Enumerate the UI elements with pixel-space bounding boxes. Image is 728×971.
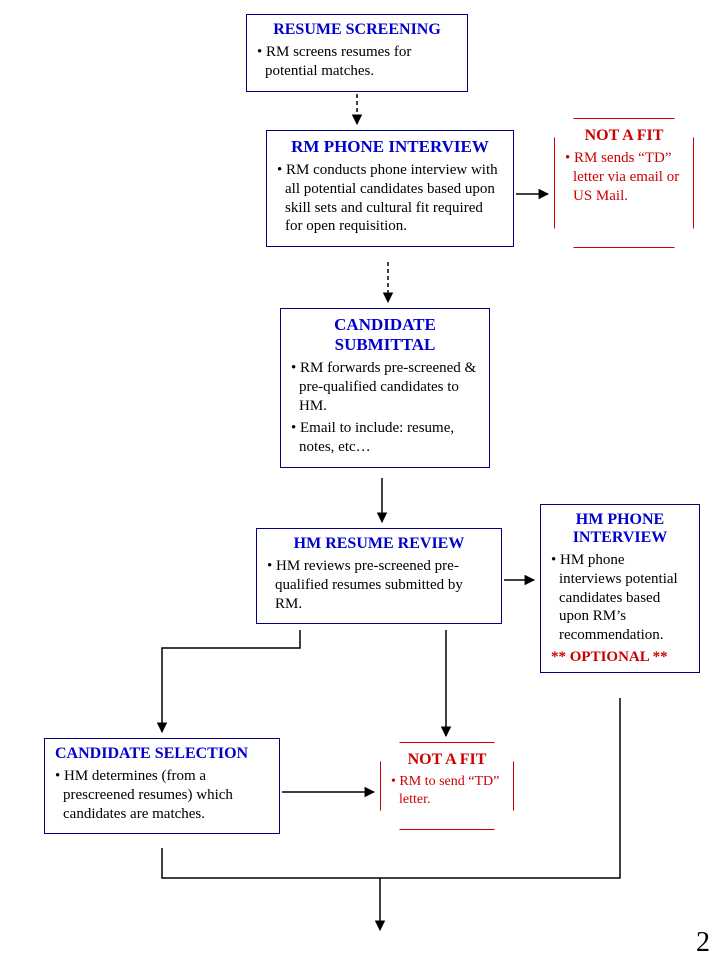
node-title: CANDIDATE SUBMITTAL	[291, 315, 479, 355]
node-resume-screening: RESUME SCREENING • RM screens resumes fo…	[246, 14, 468, 92]
node-candidate-submittal: CANDIDATE SUBMITTAL • RM forwards pre-sc…	[280, 308, 490, 468]
node-body: • HM phone interviews potential candidat…	[551, 551, 689, 645]
bullet-text: • Email to include: resume, notes, etc…	[291, 419, 479, 457]
reject-body: • RM to send “TD” letter.	[391, 773, 503, 808]
bullet-text: • HM determines (from a prescreened resu…	[55, 767, 269, 823]
node-title: RM PHONE INTERVIEW	[277, 137, 503, 157]
bullet-text: • HM reviews pre-screened pre-qualified …	[267, 557, 491, 613]
bullet-text: • RM forwards pre-screened & pre-qualifi…	[291, 359, 479, 415]
reject-title: NOT A FIT	[391, 751, 503, 769]
node-not-a-fit-2: NOT A FIT • RM to send “TD” letter.	[380, 742, 514, 830]
node-body: • HM reviews pre-screened pre-qualified …	[267, 557, 491, 613]
bullet-text: • RM to send “TD” letter.	[391, 773, 503, 808]
bullet-text: • HM phone interviews potential candidat…	[551, 551, 689, 645]
node-body: • HM determines (from a prescreened resu…	[55, 767, 269, 823]
node-title: RESUME SCREENING	[257, 21, 457, 39]
node-rm-phone-interview: RM PHONE INTERVIEW • RM conducts phone i…	[266, 130, 514, 247]
node-title: HM RESUME REVIEW	[267, 535, 491, 553]
node-body: • RM screens resumes for potential match…	[257, 43, 457, 81]
node-body: • RM conducts phone interview with all p…	[277, 161, 503, 236]
node-body: • RM forwards pre-screened & pre-qualifi…	[291, 359, 479, 457]
bullet-text: • RM sends “TD” letter via email or US M…	[565, 149, 683, 205]
bullet-text: • RM conducts phone interview with all p…	[277, 161, 503, 236]
node-title: CANDIDATE SELECTION	[55, 745, 269, 763]
reject-body: • RM sends “TD” letter via email or US M…	[565, 149, 683, 205]
node-hm-phone-interview: HM PHONE INTERVIEW • HM phone interviews…	[540, 504, 700, 673]
reject-title: NOT A FIT	[565, 127, 683, 145]
optional-note: ** OPTIONAL **	[551, 649, 689, 666]
node-title: HM PHONE INTERVIEW	[551, 511, 689, 547]
page-number: 2	[696, 927, 710, 959]
node-hm-resume-review: HM RESUME REVIEW • HM reviews pre-screen…	[256, 528, 502, 624]
node-candidate-selection: CANDIDATE SELECTION • HM determines (fro…	[44, 738, 280, 834]
node-not-a-fit-1: NOT A FIT • RM sends “TD” letter via ema…	[554, 118, 694, 248]
